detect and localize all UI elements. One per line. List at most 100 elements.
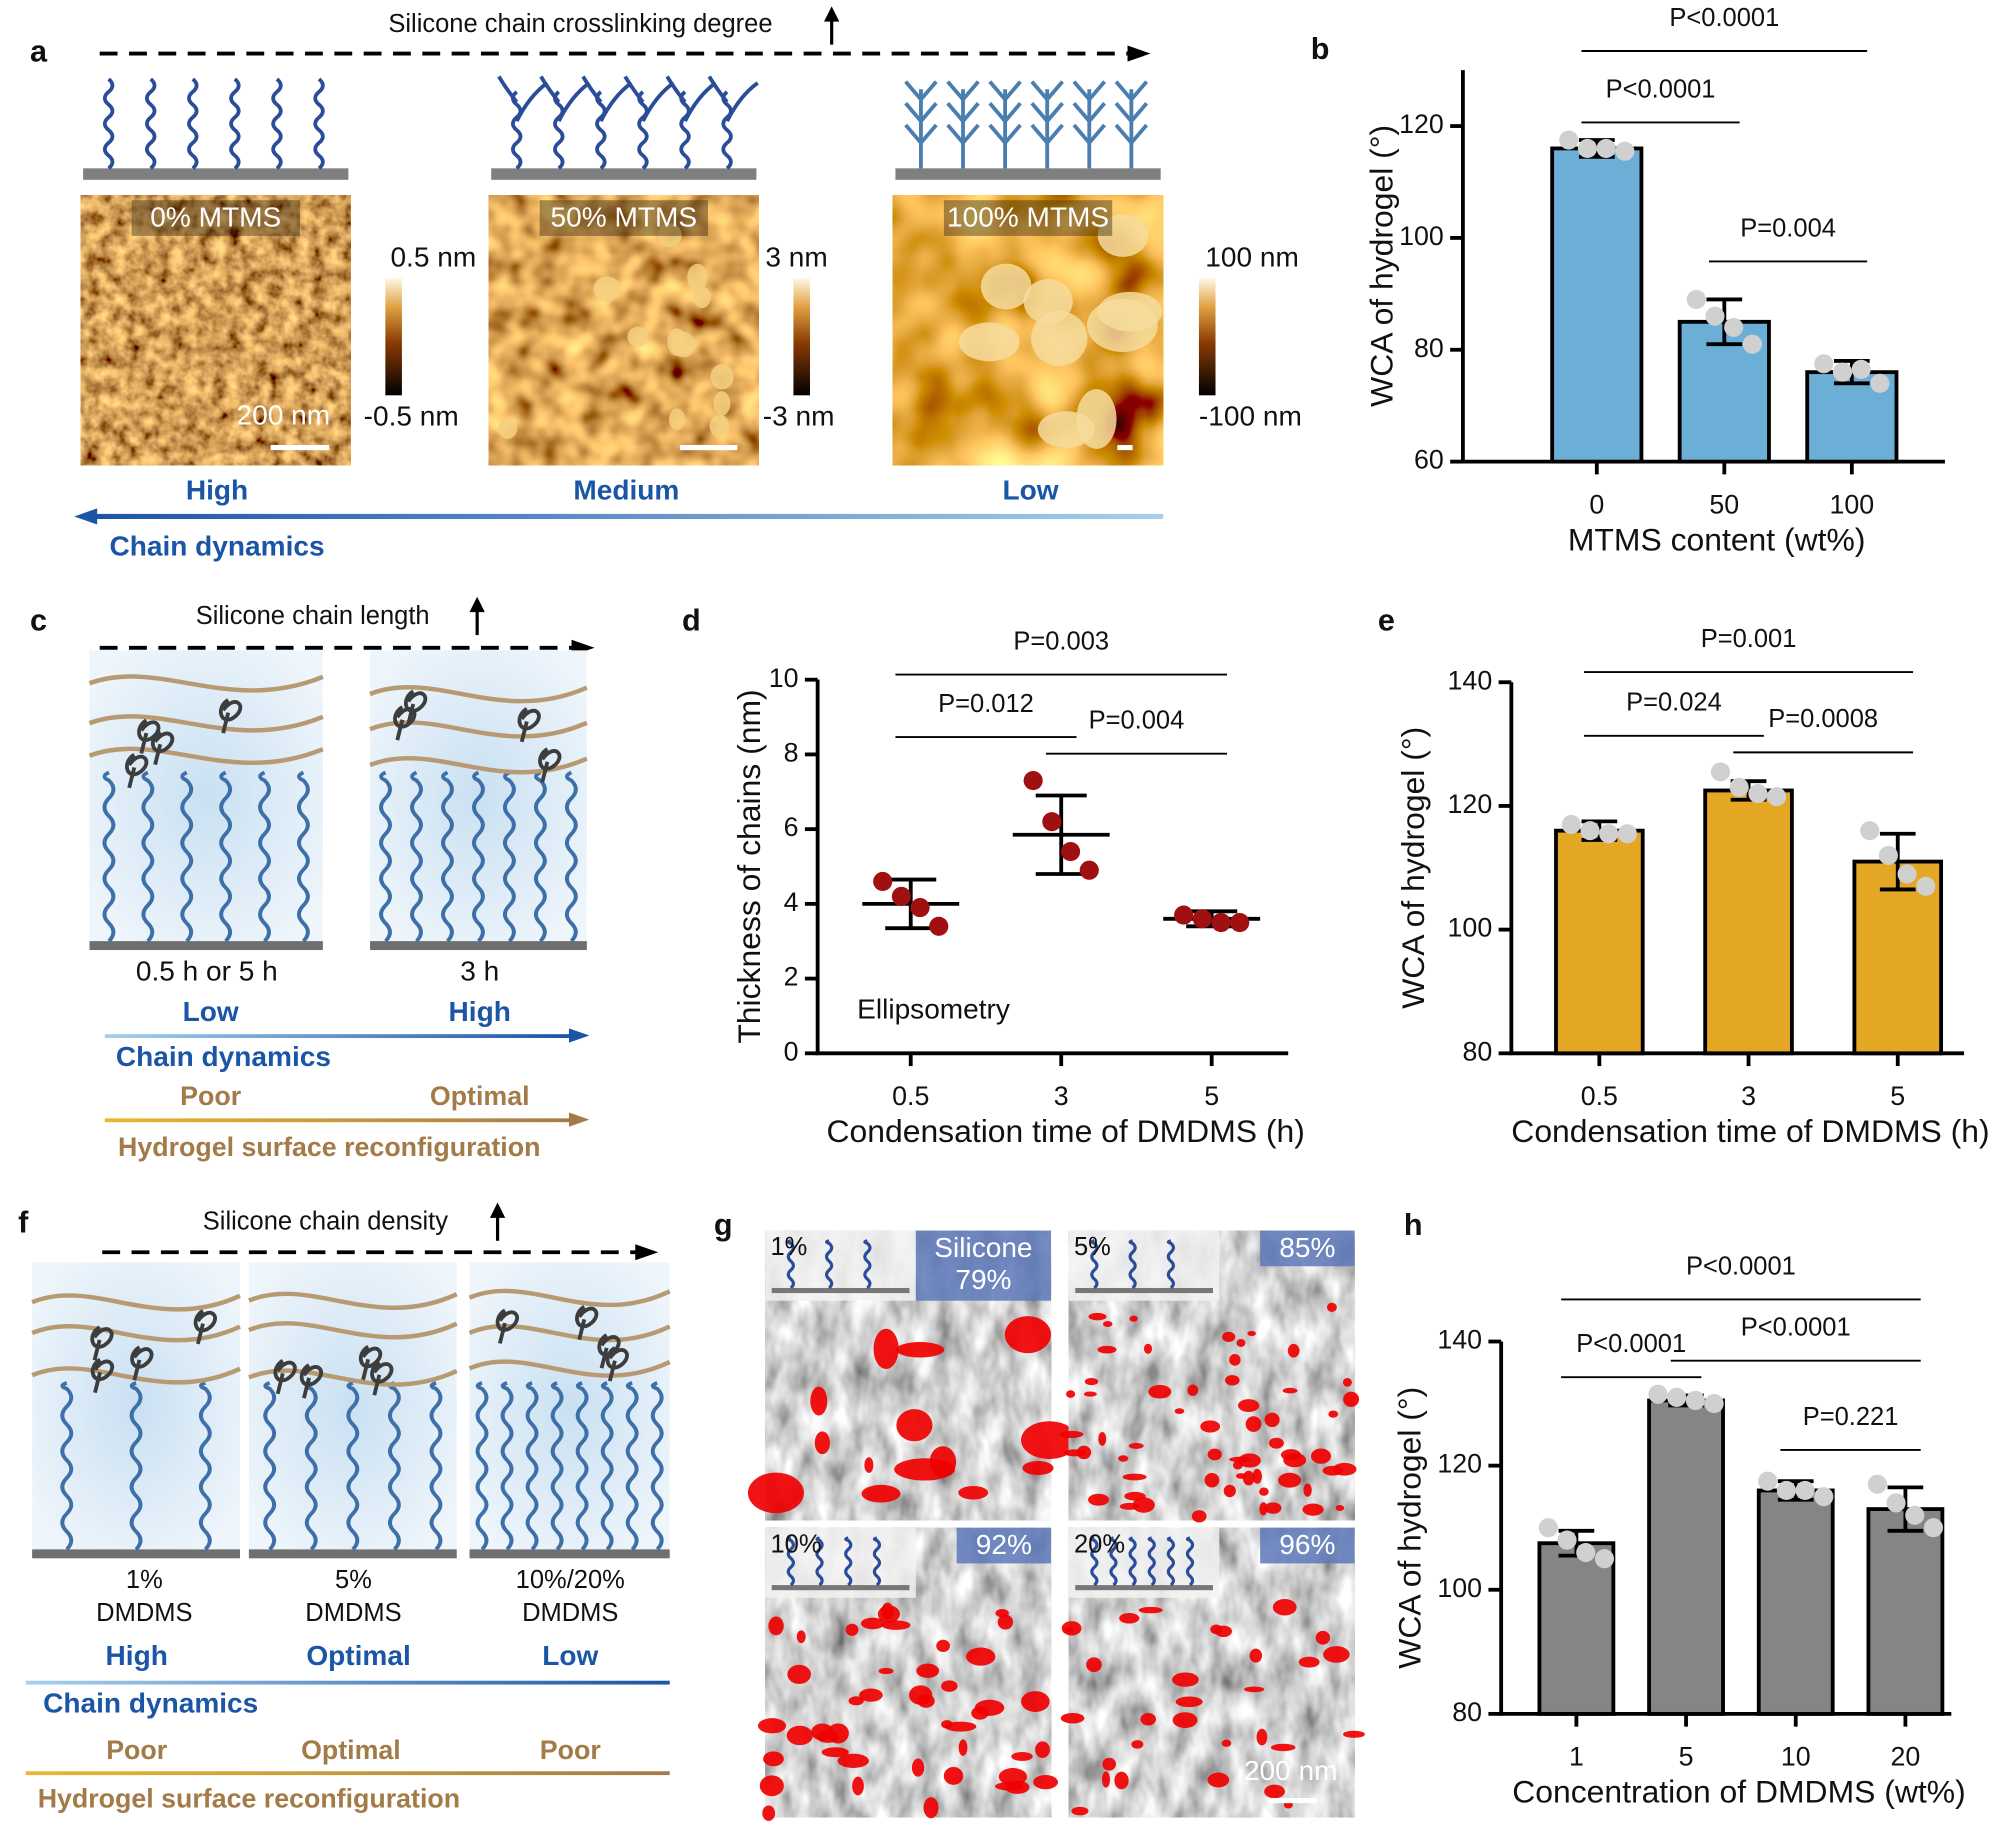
chain <box>1114 80 1149 103</box>
silicone-domain <box>1302 1503 1324 1516</box>
image-label-bg <box>539 200 708 236</box>
chain <box>304 1381 318 1551</box>
silicone-domain <box>757 1718 787 1734</box>
afm-feature <box>593 276 621 302</box>
afm-feature <box>668 408 686 430</box>
panel-label: b <box>1311 32 1330 66</box>
panel-label: f <box>18 1205 29 1239</box>
silicone-domain <box>1035 1741 1050 1758</box>
gradient-arrow <box>104 1034 572 1039</box>
loop <box>403 689 428 725</box>
arrow-head <box>489 1202 506 1218</box>
chain <box>500 1381 514 1551</box>
silicone-domain <box>852 1776 864 1796</box>
chain <box>946 123 980 146</box>
silicone-domain <box>1238 1453 1261 1468</box>
loop <box>597 1333 621 1369</box>
gradient-line <box>25 1680 670 1685</box>
concentration-label: 1% <box>770 1233 807 1261</box>
chain <box>872 1536 882 1587</box>
y-tick-label: 2 <box>784 962 799 992</box>
polymer-strand <box>369 755 588 775</box>
scale-bar-label: 200 nm <box>237 399 331 430</box>
silicone-domain <box>1264 1784 1285 1799</box>
chain <box>534 770 547 943</box>
silicone-domain <box>943 1766 964 1785</box>
bar <box>1550 146 1644 464</box>
condition-label: DMDMS <box>96 1599 192 1627</box>
chain <box>102 77 115 170</box>
condition-label: 10%/20% <box>516 1566 625 1594</box>
condition-label: DMDMS <box>522 1599 618 1627</box>
hydrogel-box <box>89 650 323 942</box>
data-point <box>1905 1505 1925 1525</box>
substrate <box>32 1549 240 1559</box>
silicone-domain <box>1315 1630 1331 1645</box>
chain <box>1166 1536 1176 1587</box>
loop <box>299 1363 323 1399</box>
chain <box>187 77 199 170</box>
substrate <box>771 1287 910 1294</box>
header: Silicone chain density <box>203 1208 448 1236</box>
silicone-domain <box>1011 1751 1033 1761</box>
chain <box>475 1381 489 1551</box>
chain <box>1166 1239 1176 1290</box>
silicone-domain <box>896 1409 933 1442</box>
chain <box>1030 123 1064 146</box>
colorbar-max: 0.5 nm <box>390 241 476 272</box>
chain <box>665 75 717 123</box>
substrate <box>248 1549 457 1559</box>
p-value: P<0.0001 <box>1669 4 1779 32</box>
p-value: P=0.001 <box>1701 625 1797 653</box>
silicone-domain <box>936 1639 951 1653</box>
loop <box>495 1308 519 1344</box>
data-point <box>1704 1394 1724 1414</box>
data-point <box>1648 1384 1668 1404</box>
data-point <box>1923 1518 1944 1538</box>
chain <box>988 80 1022 103</box>
level-label: Low <box>1003 475 1059 506</box>
afm-feature <box>1023 279 1073 324</box>
data-point <box>1870 373 1890 393</box>
level-label: High <box>106 1640 168 1671</box>
x-tick-label: 0.5 <box>892 1081 929 1111</box>
arrow-head <box>74 508 98 525</box>
level-label: Optimal <box>430 1081 530 1111</box>
silicone-domain <box>1122 1473 1147 1481</box>
afm-image <box>80 195 351 466</box>
polymer-strand <box>248 1321 458 1340</box>
loop <box>370 1360 394 1396</box>
colorbar-min: -3 nm <box>763 401 835 432</box>
data-point <box>891 886 911 906</box>
x-axis-label: Condensation time of DMDMS (h) <box>827 1113 1305 1149</box>
loop <box>538 747 562 783</box>
chain <box>600 1381 614 1551</box>
silicone-domain <box>1204 1473 1220 1488</box>
colorbar <box>385 277 402 396</box>
chain <box>1114 102 1149 125</box>
silicone-domain <box>1174 1408 1185 1415</box>
error-bar <box>1887 1485 1924 1533</box>
loop <box>358 1344 383 1381</box>
silicone-domain <box>1207 1448 1222 1461</box>
chain <box>229 77 241 170</box>
chain <box>707 75 759 123</box>
chain <box>550 1381 564 1551</box>
afm-feature <box>687 263 708 291</box>
chain <box>1147 1536 1156 1587</box>
chain <box>564 770 578 943</box>
silicone-domain <box>845 1623 859 1636</box>
silicone-domain <box>1143 1343 1153 1354</box>
silicone-domain <box>995 1782 1024 1791</box>
gradient-line <box>25 1771 670 1776</box>
silicone-domain <box>1270 1743 1296 1752</box>
silicone-domain <box>1244 1686 1265 1693</box>
silicone-domain <box>1132 1497 1155 1513</box>
loop <box>273 1359 297 1395</box>
arrow-head <box>568 1028 590 1043</box>
bar <box>1703 788 1794 1056</box>
silicone-domain <box>1118 1455 1129 1462</box>
chain <box>786 1536 795 1587</box>
arrow-head <box>469 596 485 613</box>
level-label: Poor <box>106 1735 168 1765</box>
